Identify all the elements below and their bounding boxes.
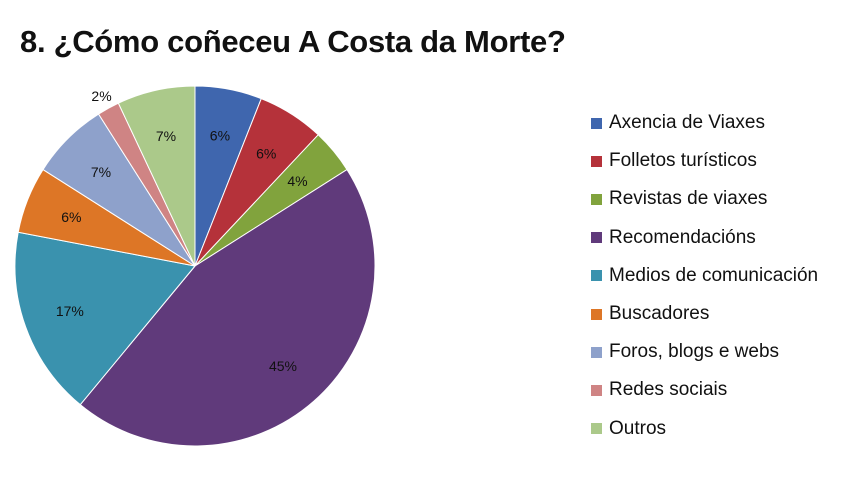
slice-data-label-9: 7% [156, 128, 176, 144]
legend-swatch [591, 308, 602, 320]
legend-item: Foros, blogs e webs [591, 333, 818, 371]
slice-data-label-6: 6% [61, 209, 81, 225]
legend-swatch [591, 155, 602, 167]
legend-swatch [591, 346, 602, 358]
legend-item: Medios de comunicación [591, 257, 818, 295]
legend-item: Recomendacións [591, 219, 818, 257]
legend-item: Revistas de viaxes [591, 180, 818, 218]
legend-label: Folletos turísticos [609, 150, 757, 172]
slice-data-label-8: 2% [91, 88, 111, 104]
slice-data-label-5: 17% [56, 303, 84, 319]
legend-item: Outros [591, 410, 818, 448]
legend-label: Medios de comunicación [609, 264, 819, 286]
legend-swatch [591, 384, 602, 396]
chart-legend: Axencia de Viaxes Folletos turísticos Revi… [591, 104, 818, 448]
legend-swatch [591, 270, 602, 282]
pie-slice-9 [117, 85, 196, 267]
pie-slice-5 [14, 231, 196, 406]
legend-label: Axencia de Viaxes [609, 112, 765, 134]
legend-swatch [591, 193, 602, 205]
legend-label: Recomendacións [609, 226, 756, 248]
legend-item: Axencia de Viaxes [591, 104, 818, 142]
slice-data-label-4: 45% [269, 358, 297, 374]
chart-title: 8. ¿Cómo coñeceu A Costa da Morte? [20, 24, 566, 59]
pie-slice-4 [79, 168, 376, 447]
slice-data-label-2: 6% [256, 146, 276, 162]
slice-data-label-7: 7% [91, 164, 111, 180]
legend-label: Redes sociais [609, 379, 728, 401]
legend-item: Buscadores [591, 295, 818, 333]
slice-data-label-3: 4% [287, 173, 307, 189]
legend-label: Outros [609, 417, 667, 439]
legend-label: Foros, blogs e webs [609, 341, 780, 363]
legend-item: Redes sociais [591, 371, 818, 409]
legend-swatch [591, 232, 602, 244]
legend-label: Buscadores [609, 303, 710, 325]
legend-label: Revistas de viaxes [609, 188, 768, 210]
legend-swatch [591, 423, 602, 435]
legend-swatch [591, 117, 602, 129]
legend-item: Folletos turísticos [591, 142, 818, 180]
slice-data-label-1: 6% [210, 127, 230, 143]
